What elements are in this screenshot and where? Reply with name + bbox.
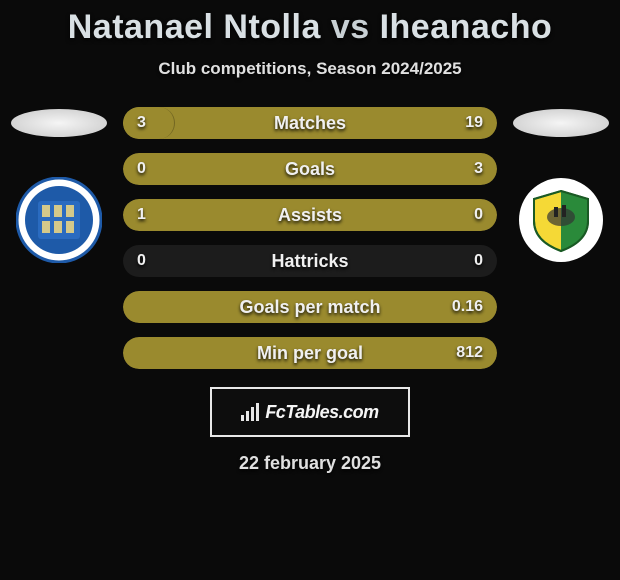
player2-name: Iheanacho: [380, 8, 553, 46]
stat-label: Matches: [123, 113, 497, 134]
stat-value-right: 0: [474, 206, 483, 224]
stat-value-left: 3: [137, 114, 146, 132]
stat-label: Assists: [123, 205, 497, 226]
stat-value-right: 0.16: [452, 298, 483, 316]
club-badge-left-icon: [16, 177, 102, 263]
stat-value-right: 0: [474, 252, 483, 270]
stat-row: Goals0 3: [123, 153, 497, 185]
stat-value-left: 1: [137, 206, 146, 224]
stat-row: Hattricks0 0: [123, 245, 497, 277]
stat-row: Matches3 19: [123, 107, 497, 139]
left-side: [5, 107, 113, 263]
player1-name: Natanael Ntolla: [68, 8, 321, 46]
stat-value-right: 3: [474, 160, 483, 178]
stat-value-right: 19: [465, 114, 483, 132]
stat-label: Goals: [123, 159, 497, 180]
source-badge: FcTables.com: [210, 387, 410, 437]
subtitle: Club competitions, Season 2024/2025: [0, 59, 620, 79]
right-side: [507, 107, 615, 263]
fctables-logo-icon: [241, 403, 259, 421]
club-badge-right-icon: [518, 177, 604, 263]
stat-row: Goals per match0.16: [123, 291, 497, 323]
stat-label: Min per goal: [123, 343, 497, 364]
player2-club-badge: [518, 177, 604, 263]
stat-value-left: 0: [137, 160, 146, 178]
stat-value-right: 812: [456, 344, 483, 362]
comparison-title: Natanael Ntolla vs Iheanacho: [0, 8, 620, 47]
comparison-panel: Matches319Goals03Assists10Hattricks00Goa…: [0, 107, 620, 369]
player1-avatar-placeholder: [11, 109, 107, 137]
stat-row: Min per goal812: [123, 337, 497, 369]
stat-label: Goals per match: [123, 297, 497, 318]
vs-text: vs: [331, 8, 370, 46]
stat-label: Hattricks: [123, 251, 497, 272]
source-name: FcTables.com: [265, 402, 378, 423]
stat-value-left: 0: [137, 252, 146, 270]
stats-list: Matches319Goals03Assists10Hattricks00Goa…: [123, 107, 497, 369]
date-label: 22 february 2025: [0, 453, 620, 474]
player2-avatar-placeholder: [513, 109, 609, 137]
player1-club-badge: [16, 177, 102, 263]
stat-row: Assists1 0: [123, 199, 497, 231]
